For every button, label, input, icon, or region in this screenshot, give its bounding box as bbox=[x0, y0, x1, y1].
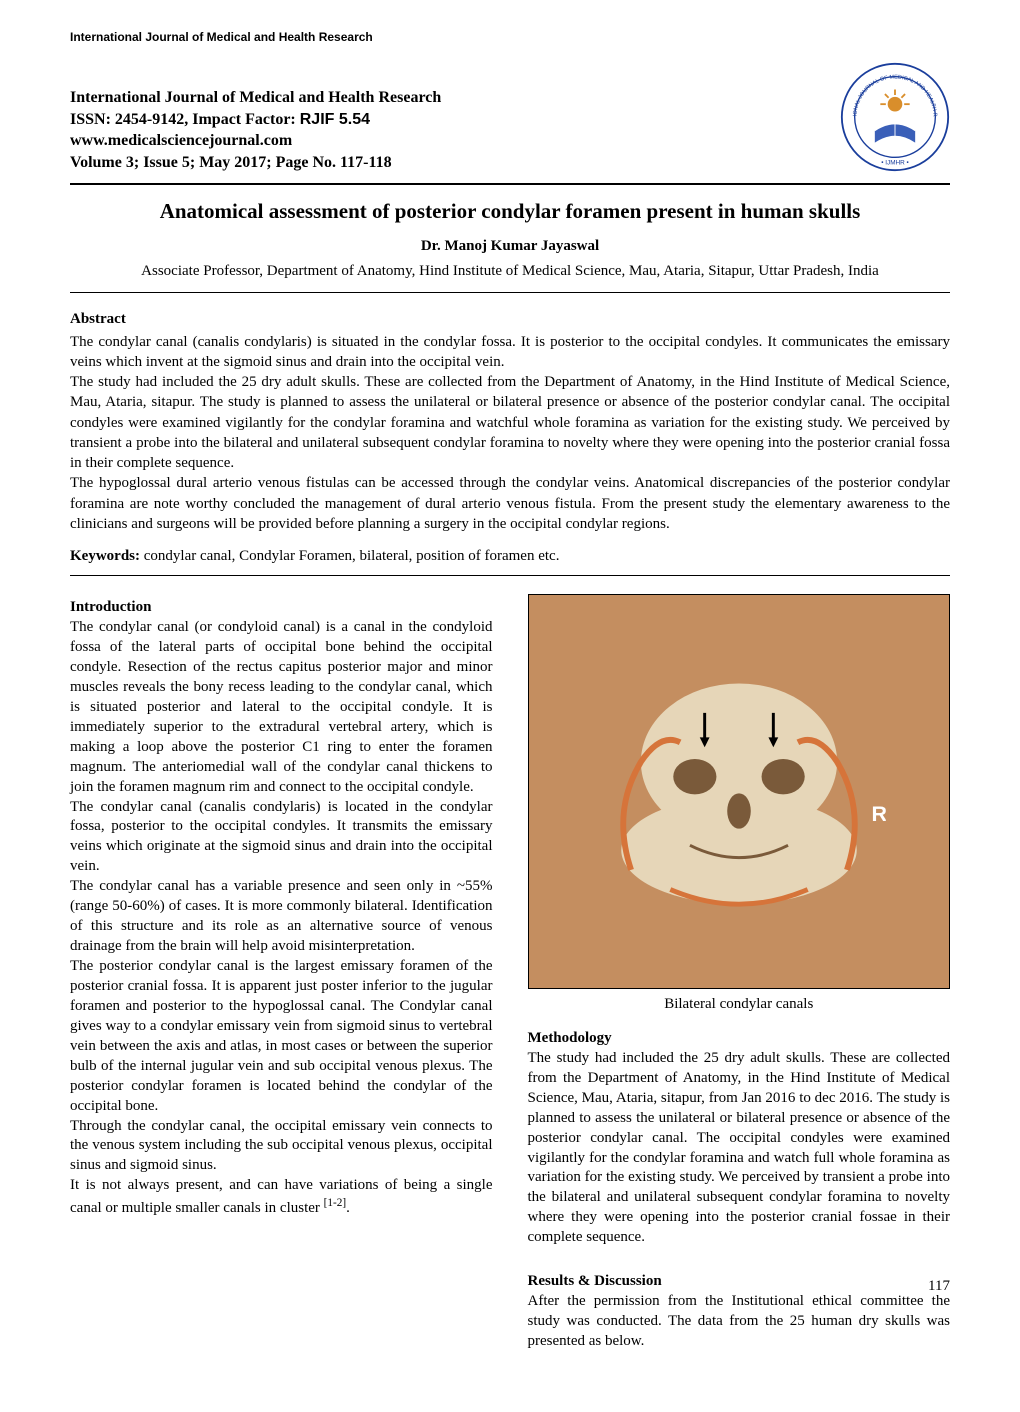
body-paragraph: The condylar canal (or condyloid canal) … bbox=[70, 618, 493, 797]
divider bbox=[70, 292, 950, 293]
citation-ref: [1-2] bbox=[324, 1197, 347, 1209]
body-paragraph: The posterior condylar canal is the larg… bbox=[70, 957, 493, 1117]
body-paragraph: It is not always present, and can have v… bbox=[70, 1176, 493, 1219]
body-paragraph: Through the condylar canal, the occipita… bbox=[70, 1117, 493, 1177]
running-header: International Journal of Medical and Hea… bbox=[70, 30, 950, 44]
issn-prefix: ISSN: 2454-9142, Impact Factor: bbox=[70, 111, 300, 128]
methodology-heading: Methodology bbox=[528, 1029, 951, 1049]
keywords-label: Keywords: bbox=[70, 548, 140, 564]
abstract-paragraph: The study had included the 25 dry adult … bbox=[70, 372, 950, 473]
body-paragraph: The study had included the 25 dry adult … bbox=[528, 1049, 951, 1248]
body-paragraph: The condylar canal has a variable presen… bbox=[70, 877, 493, 957]
journal-logo-icon: INTERNATIONAL JOURNAL OF MEDICAL AND HEA… bbox=[840, 62, 950, 172]
body-paragraph: The condylar canal (canalis condylaris) … bbox=[70, 798, 493, 878]
masthead-text-block: International Journal of Medical and Hea… bbox=[70, 62, 441, 173]
svg-text:R: R bbox=[871, 801, 886, 826]
keywords-text: condylar canal, Condylar Foramen, bilate… bbox=[140, 548, 559, 564]
svg-text:• IJMHR •: • IJMHR • bbox=[881, 160, 909, 167]
abstract-heading: Abstract bbox=[70, 309, 950, 329]
divider bbox=[70, 575, 950, 576]
author-name: Dr. Manoj Kumar Jayaswal bbox=[70, 238, 950, 255]
page-number: 117 bbox=[928, 1278, 950, 1295]
journal-name: International Journal of Medical and Hea… bbox=[70, 87, 441, 109]
keywords-line: Keywords: condylar canal, Condylar Foram… bbox=[70, 548, 950, 565]
body-paragraph: After the permission from the Institutio… bbox=[528, 1292, 951, 1352]
volume-issue-line: Volume 3; Issue 5; May 2017; Page No. 11… bbox=[70, 152, 441, 174]
results-heading: Results & Discussion bbox=[528, 1272, 951, 1292]
issn-line: ISSN: 2454-9142, Impact Factor: RJIF 5.5… bbox=[70, 109, 441, 131]
abstract-section: Abstract The condylar canal (canalis con… bbox=[70, 309, 950, 534]
figure-image: R bbox=[528, 594, 951, 989]
abstract-paragraph: The hypoglossal dural arterio venous fis… bbox=[70, 473, 950, 534]
paper-title: Anatomical assessment of posterior condy… bbox=[70, 199, 950, 224]
abstract-paragraph: The condylar canal (canalis condylaris) … bbox=[70, 332, 950, 373]
figure-caption: Bilateral condylar canals bbox=[528, 995, 951, 1015]
right-column: R Bilateral condylar canals Methodology … bbox=[528, 594, 951, 1352]
author-affiliation: Associate Professor, Department of Anato… bbox=[70, 263, 950, 280]
journal-url: www.medicalsciencejournal.com bbox=[70, 130, 441, 152]
introduction-heading: Introduction bbox=[70, 598, 493, 618]
two-column-body: Introduction The condylar canal (or cond… bbox=[70, 594, 950, 1352]
body-text: . bbox=[346, 1200, 350, 1216]
masthead: International Journal of Medical and Hea… bbox=[70, 62, 950, 185]
body-text: It is not always present, and can have v… bbox=[70, 1177, 493, 1216]
svg-text:INTERNATIONAL JOURNAL OF MEDIC: INTERNATIONAL JOURNAL OF MEDICAL AND HEA… bbox=[840, 62, 938, 117]
left-column: Introduction The condylar canal (or cond… bbox=[70, 594, 493, 1352]
impact-factor: RJIF 5.54 bbox=[300, 111, 370, 128]
